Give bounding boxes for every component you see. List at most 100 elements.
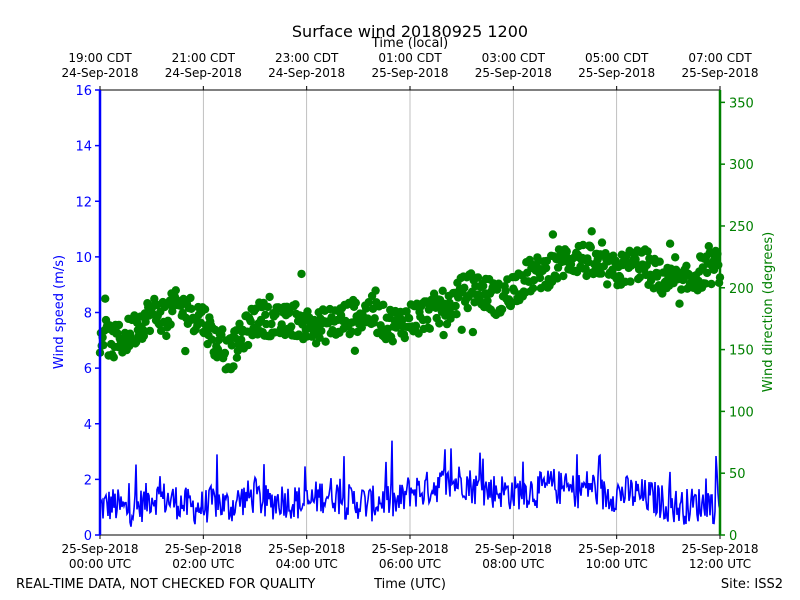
direction-point — [535, 273, 545, 283]
direction-point — [541, 263, 551, 273]
x-tick-date: 25-Sep-2018 — [681, 542, 758, 556]
direction-point — [156, 326, 166, 335]
direction-point — [626, 277, 635, 286]
left-tick-label: 10 — [75, 251, 92, 266]
direction-point — [243, 340, 253, 350]
x-tick-time: 06:00 UTC — [379, 557, 441, 571]
right-tick-label: 150 — [729, 344, 754, 359]
top-tick-time: 21:00 CDT — [172, 51, 236, 65]
top-tick-date: 24-Sep-2018 — [268, 66, 345, 80]
direction-point — [528, 284, 538, 293]
top-axis-label: Time (local) — [371, 36, 448, 51]
top-tick-date: 24-Sep-2018 — [61, 66, 138, 80]
direction-point — [246, 317, 255, 326]
left-tick-label: 8 — [84, 307, 92, 322]
direction-point — [364, 298, 373, 307]
direction-point — [501, 286, 510, 296]
direction-point — [463, 303, 472, 313]
direction-point — [200, 305, 210, 314]
left-tick-label: 12 — [75, 195, 92, 210]
direction-point — [586, 243, 595, 252]
direction-point — [435, 319, 444, 328]
direction-point — [559, 271, 568, 281]
x-tick-time: 12:00 UTC — [689, 557, 751, 571]
direction-point — [361, 304, 371, 313]
direction-point — [400, 333, 409, 343]
direction-point — [497, 305, 507, 314]
direction-point — [265, 292, 274, 302]
x-tick-time: 08:00 UTC — [482, 557, 544, 571]
direction-point — [402, 307, 411, 316]
top-tick-date: 25-Sep-2018 — [371, 66, 448, 80]
top-tick-date: 25-Sep-2018 — [681, 66, 758, 80]
direction-point — [181, 346, 190, 356]
top-tick-date: 24-Sep-2018 — [165, 66, 242, 80]
direction-point — [643, 247, 652, 256]
top-tick-time: 05:00 CDT — [585, 51, 649, 65]
direction-point — [597, 269, 606, 278]
direction-point — [227, 341, 236, 350]
x-tick-date: 25-Sep-2018 — [475, 542, 552, 556]
x-tick-date: 25-Sep-2018 — [61, 542, 138, 556]
direction-point — [587, 227, 596, 236]
direction-point — [388, 337, 397, 346]
direction-point — [347, 327, 356, 336]
direction-point — [187, 304, 196, 313]
direction-point — [229, 362, 238, 371]
direction-point — [701, 279, 710, 288]
direction-point — [350, 346, 360, 355]
direction-point — [460, 283, 469, 292]
top-tick-date: 25-Sep-2018 — [475, 66, 552, 80]
direction-point — [597, 238, 607, 247]
direction-point — [186, 293, 195, 303]
direction-point — [99, 340, 108, 350]
right-tick-label: 50 — [729, 467, 746, 482]
direction-point — [357, 323, 366, 332]
x-tick-date: 25-Sep-2018 — [165, 542, 242, 556]
direction-point — [232, 353, 242, 362]
direction-point — [315, 333, 324, 342]
direction-point — [429, 289, 439, 298]
direction-point — [671, 253, 680, 262]
direction-point — [646, 276, 656, 285]
direction-point — [139, 331, 149, 341]
direction-point — [235, 319, 244, 328]
x-tick-time: 02:00 UTC — [172, 557, 234, 571]
left-tick-label: 2 — [84, 473, 92, 488]
left-tick-label: 0 — [84, 529, 92, 544]
direction-point — [237, 335, 246, 344]
direction-point — [371, 286, 380, 295]
direction-point — [425, 324, 434, 333]
right-tick-label: 0 — [729, 529, 737, 544]
direction-point — [707, 279, 716, 289]
direction-point — [114, 320, 124, 330]
direction-point — [438, 286, 447, 295]
direction-point — [451, 301, 460, 311]
direction-point — [452, 310, 461, 319]
direction-point — [479, 281, 488, 291]
direction-point — [109, 353, 119, 362]
x-tick-date: 25-Sep-2018 — [371, 542, 448, 556]
direction-point — [655, 257, 664, 266]
direction-point — [582, 271, 591, 281]
top-tick-time: 23:00 CDT — [275, 51, 339, 65]
direction-series — [95, 227, 725, 374]
direction-point — [704, 242, 713, 251]
x-axis-label: Time (UTC) — [373, 577, 446, 592]
direction-point — [473, 273, 483, 282]
direction-point — [581, 264, 590, 274]
site-label: Site: ISS2 — [721, 577, 783, 592]
direction-point — [213, 345, 223, 354]
top-tick-time: 07:00 CDT — [688, 51, 752, 65]
x-tick-time: 10:00 UTC — [586, 557, 648, 571]
direction-point — [321, 337, 330, 346]
direction-point — [220, 348, 230, 358]
direction-point — [101, 294, 110, 303]
wind-speed-line — [99, 440, 721, 527]
left-tick-label: 6 — [84, 362, 92, 377]
right-tick-label: 300 — [729, 158, 754, 173]
top-tick-time: 19:00 CDT — [68, 51, 132, 65]
direction-point — [404, 314, 414, 323]
direction-point — [423, 315, 432, 324]
